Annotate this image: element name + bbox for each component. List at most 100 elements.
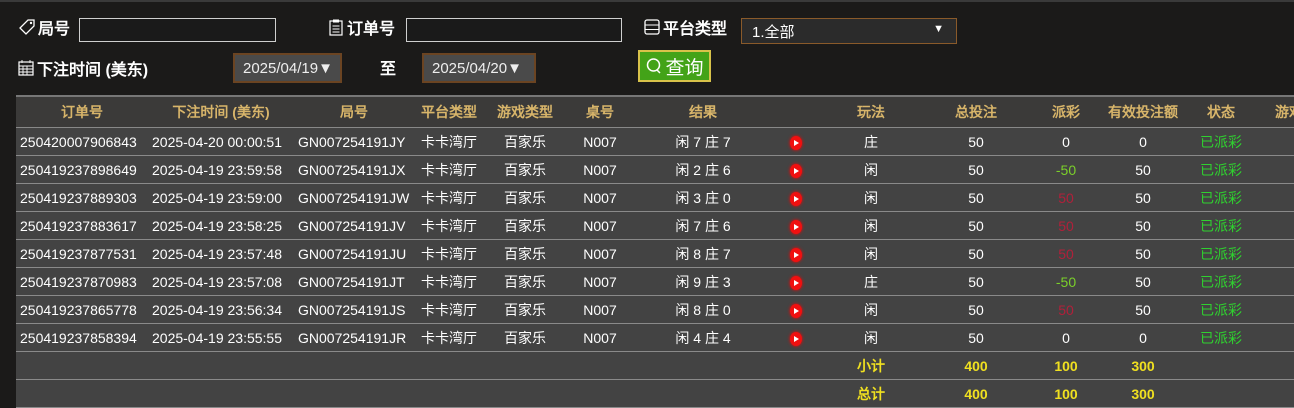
play-video-icon[interactable] xyxy=(790,163,802,178)
round-input[interactable] xyxy=(79,18,276,42)
replay-cell xyxy=(772,239,820,268)
total-row: 总计 400 100 300 xyxy=(16,379,1294,408)
result-cell: 闲 8 庄 7 xyxy=(634,239,772,268)
total-bet-cell: 50 xyxy=(922,211,1030,240)
platform-cell: 卡卡湾厅 xyxy=(414,239,484,268)
play-video-icon[interactable] xyxy=(790,331,802,346)
table-no-cell: N007 xyxy=(566,211,634,240)
game-extra-cell xyxy=(1258,239,1294,268)
total-bet: 400 xyxy=(922,379,1030,408)
subtotal-bet: 400 xyxy=(922,351,1030,380)
round-id-cell: GN007254191JS xyxy=(294,295,414,324)
table-no-cell: N007 xyxy=(566,323,634,352)
platform-cell: 卡卡湾厅 xyxy=(414,127,484,156)
platform-label: 平台类型 xyxy=(643,15,727,39)
payout-cell: -50 xyxy=(1030,155,1102,184)
payout-cell: -50 xyxy=(1030,267,1102,296)
round-id-cell: GN007254191JT xyxy=(294,267,414,296)
order-id-cell: 250419237883617 xyxy=(16,211,148,240)
platform-cell: 卡卡湾厅 xyxy=(414,323,484,352)
game-extra-cell xyxy=(1258,183,1294,212)
bet-type-cell: 闲 xyxy=(820,295,922,324)
column-header: 有效投注额 xyxy=(1102,95,1184,128)
column-header: 局号 xyxy=(294,95,414,128)
table-row[interactable]: 250420007906843 2025-04-20 00:00:51 GN0072… xyxy=(16,127,1294,156)
play-video-icon[interactable] xyxy=(790,247,802,262)
bet-time-cell: 2025-04-19 23:56:34 xyxy=(148,295,294,324)
search-icon xyxy=(647,58,662,74)
round-id-cell: GN007254191JV xyxy=(294,211,414,240)
result-cell: 闲 7 庄 6 xyxy=(634,211,772,240)
play-video-icon[interactable] xyxy=(790,219,802,234)
order-input[interactable] xyxy=(406,18,622,42)
platform-cell: 卡卡湾厅 xyxy=(414,211,484,240)
order-label: 订单号 xyxy=(327,15,395,39)
empty-cell xyxy=(1184,379,1294,408)
column-header: 派彩 xyxy=(1030,95,1102,128)
round-id-cell: GN007254191JU xyxy=(294,239,414,268)
play-video-icon[interactable] xyxy=(790,191,802,206)
round-id-cell: GN007254191JX xyxy=(294,155,414,184)
play-video-icon[interactable] xyxy=(790,135,802,150)
bet-time-cell: 2025-04-19 23:57:08 xyxy=(148,267,294,296)
order-id-cell: 250419237877531 xyxy=(16,239,148,268)
column-header: 状态 xyxy=(1184,95,1258,128)
order-id-cell: 250419237898649 xyxy=(16,155,148,184)
column-header: 玩法 xyxy=(820,95,922,128)
game-type-cell: 百家乐 xyxy=(484,183,566,212)
total-bet-cell: 50 xyxy=(922,295,1030,324)
table-row[interactable]: 250419237883617 2025-04-19 23:58:25 GN0072… xyxy=(16,211,1294,240)
empty-cell xyxy=(16,379,820,408)
table-no-cell: N007 xyxy=(566,267,634,296)
payout-cell: 0 xyxy=(1030,323,1102,352)
game-type-cell: 百家乐 xyxy=(484,295,566,324)
total-bet-cell: 50 xyxy=(922,155,1030,184)
game-type-cell: 百家乐 xyxy=(484,323,566,352)
bet-type-cell: 闲 xyxy=(820,155,922,184)
payout-cell: 0 xyxy=(1030,127,1102,156)
bet-time-cell: 2025-04-19 23:59:00 xyxy=(148,183,294,212)
valid-bet-cell: 50 xyxy=(1102,295,1184,324)
result-cell: 闲 8 庄 0 xyxy=(634,295,772,324)
platform-select-value: 1.全部 xyxy=(752,24,795,41)
table-row[interactable]: 250419237889303 2025-04-19 23:59:00 GN0072… xyxy=(16,183,1294,212)
bet-records-table: 订单号 下注时间 (美东) 局号 平台类型 游戏类型 桌号 结果 玩法 总投注 派彩 有效投注额 状态… xyxy=(16,95,1294,408)
replay-cell xyxy=(772,183,820,212)
game-extra-cell xyxy=(1258,211,1294,240)
table-row[interactable]: 250419237870983 2025-04-19 23:57:08 GN0072… xyxy=(16,267,1294,296)
platform-cell: 卡卡湾厅 xyxy=(414,155,484,184)
date-to-picker[interactable]: 2025/04/20▼ xyxy=(422,53,536,83)
platform-cell: 卡卡湾厅 xyxy=(414,267,484,296)
table-row[interactable]: 250419237898649 2025-04-19 23:59:58 GN0072… xyxy=(16,155,1294,184)
payout-cell: 50 xyxy=(1030,211,1102,240)
play-video-icon[interactable] xyxy=(790,303,802,318)
total-bet-cell: 50 xyxy=(922,183,1030,212)
bet-type-cell: 庄 xyxy=(820,267,922,296)
round-id-cell: GN007254191JY xyxy=(294,127,414,156)
order-id-cell: 250419237870983 xyxy=(16,267,148,296)
table-row[interactable]: 250419237877531 2025-04-19 23:57:48 GN0072… xyxy=(16,239,1294,268)
bet-time-cell: 2025-04-19 23:57:48 xyxy=(148,239,294,268)
date-from-picker[interactable]: 2025/04/19▼ xyxy=(233,53,342,83)
tag-icon xyxy=(19,19,35,35)
total-label: 总计 xyxy=(820,379,922,408)
play-video-icon[interactable] xyxy=(790,275,802,290)
table-row[interactable]: 250419237865778 2025-04-19 23:56:34 GN0072… xyxy=(16,295,1294,324)
platform-select[interactable]: 1.全部 ▼ xyxy=(741,18,957,44)
status-cell: 已派彩 xyxy=(1184,295,1258,324)
game-type-cell: 百家乐 xyxy=(484,155,566,184)
game-extra-cell xyxy=(1258,127,1294,156)
column-header: 订单号 xyxy=(16,95,148,128)
result-cell: 闲 7 庄 7 xyxy=(634,127,772,156)
to-label: 至 xyxy=(380,61,397,78)
column-header: 游戏 xyxy=(1258,95,1294,128)
game-type-cell: 百家乐 xyxy=(484,211,566,240)
empty-cell xyxy=(16,351,820,380)
table-header: 订单号 下注时间 (美东) 局号 平台类型 游戏类型 桌号 结果 玩法 总投注 派彩 有效投注额 状态… xyxy=(16,95,1294,128)
game-extra-cell xyxy=(1258,267,1294,296)
table-row[interactable]: 250419237858394 2025-04-19 23:55:55 GN0072… xyxy=(16,323,1294,352)
round-id-cell: GN007254191JW xyxy=(294,183,414,212)
order-id-cell: 250420007906843 xyxy=(16,127,148,156)
column-header: 平台类型 xyxy=(414,95,484,128)
search-button[interactable]: 查询 xyxy=(638,50,711,82)
